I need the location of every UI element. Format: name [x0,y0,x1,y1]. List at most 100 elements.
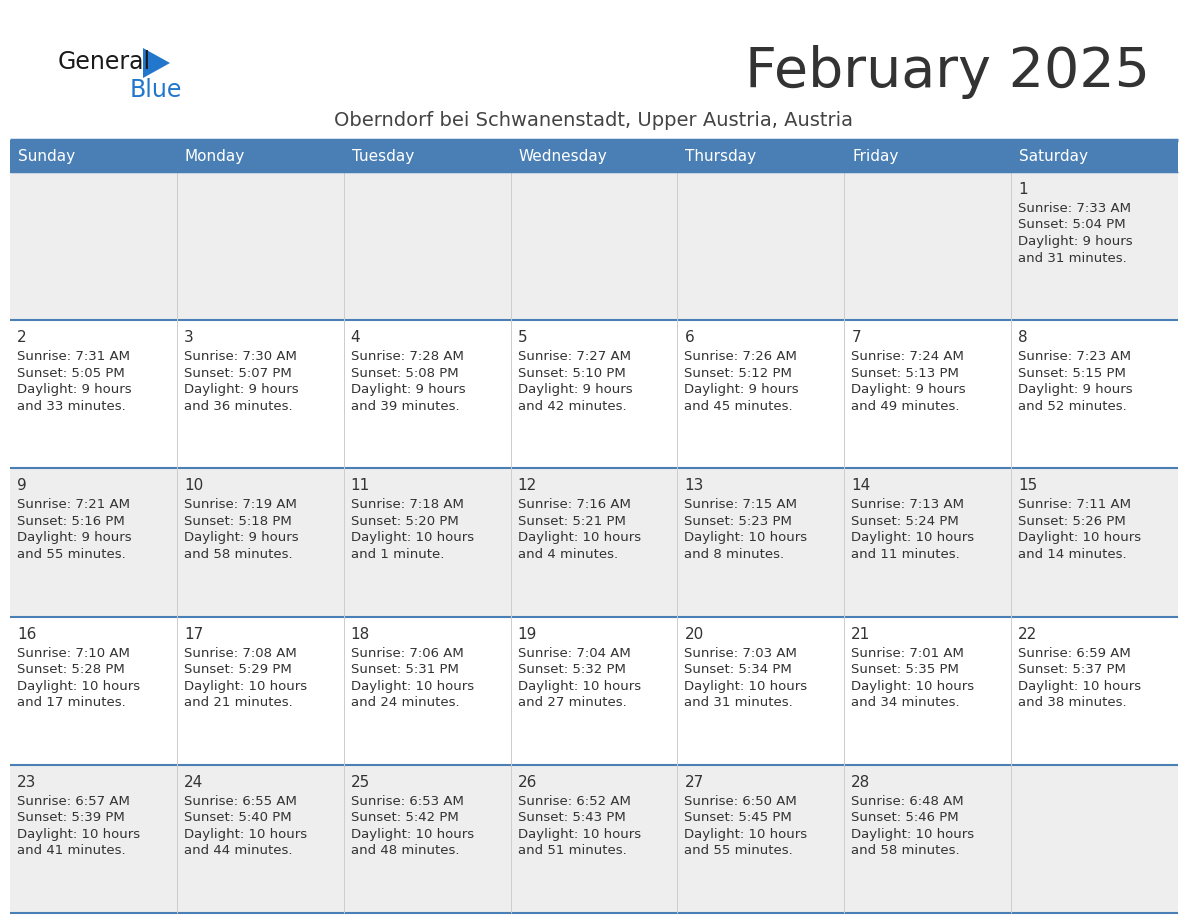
Text: Sunrise: 7:28 AM: Sunrise: 7:28 AM [350,350,463,364]
Text: Sunset: 5:08 PM: Sunset: 5:08 PM [350,366,459,380]
Text: Sunset: 5:20 PM: Sunset: 5:20 PM [350,515,459,528]
Text: and 27 minutes.: and 27 minutes. [518,696,626,709]
Bar [845,468,1011,617]
Bar [511,468,677,617]
Text: Sunrise: 7:21 AM: Sunrise: 7:21 AM [17,498,129,511]
Text: 5: 5 [518,330,527,345]
Text: Friday: Friday [852,149,898,163]
Text: Sunrise: 7:30 AM: Sunrise: 7:30 AM [184,350,297,364]
Text: Sunrise: 7:16 AM: Sunrise: 7:16 AM [518,498,631,511]
Text: and 17 minutes.: and 17 minutes. [17,696,126,709]
Text: 25: 25 [350,775,369,789]
Text: Daylight: 10 hours: Daylight: 10 hours [852,532,974,544]
Text: Daylight: 9 hours: Daylight: 9 hours [17,383,132,397]
Text: and 21 minutes.: and 21 minutes. [184,696,292,709]
Text: Sunset: 5:15 PM: Sunset: 5:15 PM [1018,366,1126,380]
Text: 14: 14 [852,478,871,493]
Text: and 58 minutes.: and 58 minutes. [852,845,960,857]
Text: 15: 15 [1018,478,1037,493]
Text: and 41 minutes.: and 41 minutes. [17,845,126,857]
Text: and 48 minutes.: and 48 minutes. [350,845,460,857]
Bar [177,468,343,617]
Bar [177,765,343,913]
Text: Sunset: 5:05 PM: Sunset: 5:05 PM [17,366,125,380]
Text: and 51 minutes.: and 51 minutes. [518,845,626,857]
Text: Daylight: 9 hours: Daylight: 9 hours [350,383,466,397]
Text: 24: 24 [184,775,203,789]
Bar [177,320,343,468]
Text: and 36 minutes.: and 36 minutes. [184,399,292,413]
Text: Daylight: 9 hours: Daylight: 9 hours [17,532,132,544]
Bar [1011,140,1178,172]
Text: 6: 6 [684,330,694,345]
Text: Sunrise: 6:50 AM: Sunrise: 6:50 AM [684,795,797,808]
Bar [677,765,845,913]
Text: Sunset: 5:31 PM: Sunset: 5:31 PM [350,663,459,676]
Text: Daylight: 10 hours: Daylight: 10 hours [350,532,474,544]
Bar [1011,468,1178,617]
Text: Daylight: 10 hours: Daylight: 10 hours [350,828,474,841]
Bar [343,468,511,617]
Text: Sunrise: 7:06 AM: Sunrise: 7:06 AM [350,646,463,660]
Text: 7: 7 [852,330,861,345]
Text: Daylight: 9 hours: Daylight: 9 hours [1018,235,1133,248]
Text: 8: 8 [1018,330,1028,345]
Text: Sunset: 5:40 PM: Sunset: 5:40 PM [184,812,291,824]
Text: Sunset: 5:39 PM: Sunset: 5:39 PM [17,812,125,824]
Text: Monday: Monday [185,149,245,163]
Text: Sunrise: 7:11 AM: Sunrise: 7:11 AM [1018,498,1131,511]
Text: Sunset: 5:35 PM: Sunset: 5:35 PM [852,663,959,676]
Bar [845,617,1011,765]
Text: Sunset: 5:10 PM: Sunset: 5:10 PM [518,366,625,380]
Text: Daylight: 9 hours: Daylight: 9 hours [852,383,966,397]
Bar [845,140,1011,172]
Bar [10,468,177,617]
Bar [343,617,511,765]
Text: 23: 23 [17,775,37,789]
Text: Sunset: 5:46 PM: Sunset: 5:46 PM [852,812,959,824]
Text: 10: 10 [184,478,203,493]
Text: 27: 27 [684,775,703,789]
Text: Sunrise: 7:13 AM: Sunrise: 7:13 AM [852,498,965,511]
Text: 17: 17 [184,627,203,642]
Bar [511,172,677,320]
Text: Daylight: 10 hours: Daylight: 10 hours [518,828,640,841]
Text: Sunset: 5:29 PM: Sunset: 5:29 PM [184,663,291,676]
Bar [177,617,343,765]
Text: Tuesday: Tuesday [352,149,413,163]
Text: Sunrise: 7:27 AM: Sunrise: 7:27 AM [518,350,631,364]
Bar [511,320,677,468]
Text: and 49 minutes.: and 49 minutes. [852,399,960,413]
Text: Daylight: 10 hours: Daylight: 10 hours [852,828,974,841]
Text: Sunrise: 7:33 AM: Sunrise: 7:33 AM [1018,202,1131,215]
Text: 13: 13 [684,478,703,493]
Bar [677,172,845,320]
Text: February 2025: February 2025 [745,45,1150,99]
Text: Daylight: 10 hours: Daylight: 10 hours [350,679,474,692]
Text: Sunrise: 6:53 AM: Sunrise: 6:53 AM [350,795,463,808]
Text: Sunrise: 6:55 AM: Sunrise: 6:55 AM [184,795,297,808]
Text: Sunset: 5:24 PM: Sunset: 5:24 PM [852,515,959,528]
Text: and 14 minutes.: and 14 minutes. [1018,548,1126,561]
Bar [10,617,177,765]
Bar [677,617,845,765]
Text: Sunrise: 6:52 AM: Sunrise: 6:52 AM [518,795,631,808]
Text: Sunrise: 7:15 AM: Sunrise: 7:15 AM [684,498,797,511]
Bar [343,765,511,913]
Text: Daylight: 10 hours: Daylight: 10 hours [518,679,640,692]
Text: and 58 minutes.: and 58 minutes. [184,548,292,561]
Text: Sunset: 5:43 PM: Sunset: 5:43 PM [518,812,625,824]
Text: Sunset: 5:37 PM: Sunset: 5:37 PM [1018,663,1126,676]
Text: Sunrise: 7:10 AM: Sunrise: 7:10 AM [17,646,129,660]
Text: Blue: Blue [129,78,183,102]
Text: Sunrise: 7:26 AM: Sunrise: 7:26 AM [684,350,797,364]
Bar [511,765,677,913]
Text: and 1 minute.: and 1 minute. [350,548,444,561]
Text: and 55 minutes.: and 55 minutes. [684,845,794,857]
Bar [1011,172,1178,320]
Text: Sunrise: 7:01 AM: Sunrise: 7:01 AM [852,646,965,660]
Text: and 33 minutes.: and 33 minutes. [17,399,126,413]
Text: Daylight: 9 hours: Daylight: 9 hours [684,383,800,397]
Text: Daylight: 9 hours: Daylight: 9 hours [184,532,298,544]
Text: 20: 20 [684,627,703,642]
